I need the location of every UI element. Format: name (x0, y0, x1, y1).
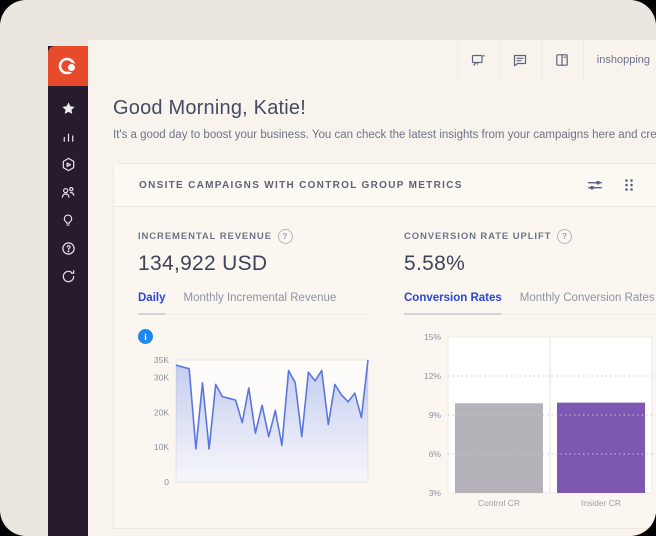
conversion-rates-chart: 15% 12% 9% 6% 3% Control CR Insider CR (404, 327, 656, 518)
bar-chart-icon[interactable] (54, 128, 82, 145)
info-icon[interactable]: i (138, 329, 153, 344)
topbar: inshopping (88, 40, 656, 80)
tab-daily[interactable]: Daily (138, 292, 166, 315)
incremental-revenue-chart: 35K 30K 20K 10K 0 (138, 350, 368, 500)
app-frame: inshopping Good Morning, Katie! It's a g… (0, 0, 656, 536)
lightbulb-icon[interactable] (54, 212, 82, 229)
greeting-section: Good Morning, Katie! It's a good day to … (113, 97, 656, 141)
revenue-tabs: Daily Monthly Incremental Revenue (138, 292, 368, 315)
panel-title: ONSITE CAMPAIGNS WITH CONTROL GROUP METR… (139, 180, 586, 191)
users-icon[interactable] (54, 184, 82, 201)
help-circle-icon[interactable] (54, 240, 82, 257)
y-tick-label: 0 (164, 477, 169, 487)
x-category-label: Control CR (478, 498, 520, 508)
hexagon-product-icon[interactable] (54, 156, 82, 173)
y-tick-label: 3% (429, 488, 442, 498)
bar-control-cr (455, 403, 543, 493)
page-subtitle: It's a good day to boost your business. … (113, 129, 656, 141)
tab-conversion-rates[interactable]: Conversion Rates (404, 292, 502, 315)
insider-logo[interactable] (48, 46, 88, 86)
incremental-revenue-value: 134,922 USD (138, 252, 368, 276)
y-tick-label: 10K (154, 442, 169, 452)
main-content: inshopping Good Morning, Katie! It's a g… (88, 40, 656, 536)
panel-actions (586, 176, 638, 194)
tab-monthly-conversion-rates[interactable]: Monthly Conversion Rates (520, 292, 655, 314)
bar-insider-cr (557, 403, 645, 493)
question-circle-icon[interactable]: ? (278, 229, 293, 244)
panel-header: ONSITE CAMPAIGNS WITH CONTROL GROUP METR… (114, 164, 656, 207)
y-tick-label: 30K (154, 372, 169, 382)
y-tick-label: 12% (424, 371, 441, 381)
y-tick-label: 15% (424, 332, 441, 342)
docs-book-icon[interactable] (542, 40, 583, 80)
question-circle-icon[interactable]: ? (557, 229, 572, 244)
metric-label-row: INCREMENTAL REVENUE ? (138, 229, 368, 244)
drag-grid-icon[interactable] (620, 176, 638, 194)
metric-label-row: CONVERSION RATE UPLIFT ? (404, 229, 656, 244)
sidebar-nav (54, 100, 82, 285)
sliders-icon[interactable] (586, 176, 604, 194)
campaign-metrics-panel: ONSITE CAMPAIGNS WITH CONTROL GROUP METR… (113, 163, 656, 529)
panel-body: INCREMENTAL REVENUE ? 134,922 USD Daily … (114, 207, 656, 528)
y-tick-label: 35K (154, 355, 169, 365)
insider-logo-icon (57, 55, 79, 77)
conversion-rate-uplift-value: 5.58% (404, 252, 656, 276)
conversion-rate-uplift-label: CONVERSION RATE UPLIFT (404, 231, 551, 242)
sidebar (48, 46, 88, 536)
refresh-icon[interactable] (54, 268, 82, 285)
page-title: Good Morning, Katie! (113, 97, 656, 120)
conversion-tabs: Conversion Rates Monthly Conversion Rate… (404, 292, 656, 315)
x-category-label: Insider CR (581, 498, 621, 508)
y-tick-label: 6% (429, 449, 442, 459)
y-tick-label: 20K (154, 407, 169, 417)
y-tick-label: 9% (429, 410, 442, 420)
conversion-rate-uplift-card: CONVERSION RATE UPLIFT ? 5.58% Conversio… (382, 207, 656, 528)
tab-monthly-incremental-revenue[interactable]: Monthly Incremental Revenue (184, 292, 337, 314)
incremental-revenue-label: INCREMENTAL REVENUE (138, 231, 272, 242)
incremental-revenue-card: INCREMENTAL REVENUE ? 134,922 USD Daily … (114, 207, 382, 528)
promo-display-icon[interactable] (458, 40, 499, 80)
workspace-name[interactable]: inshopping (584, 54, 656, 66)
star-icon[interactable] (54, 100, 82, 117)
chat-icon[interactable] (500, 40, 541, 80)
